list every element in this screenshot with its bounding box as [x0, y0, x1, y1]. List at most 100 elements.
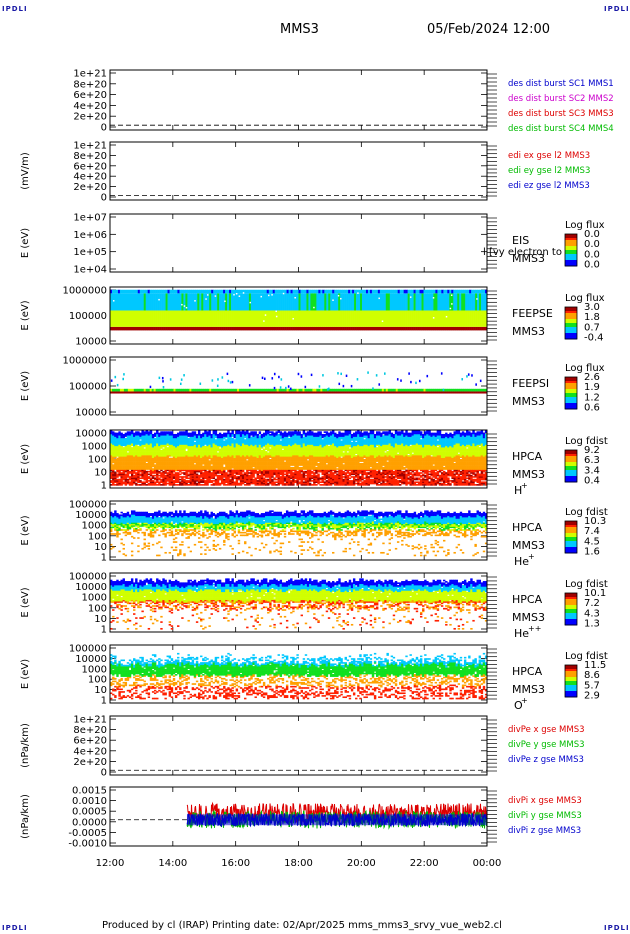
spectrogram-cell — [279, 460, 283, 462]
spectrogram-cell — [206, 453, 209, 456]
spectrogram-cell — [271, 456, 274, 458]
spectrogram-cell — [241, 476, 245, 478]
colorbar-tick-label: 0.7 — [584, 322, 600, 333]
spectrogram-cell — [175, 388, 178, 392]
spectrogram-cell — [133, 480, 136, 482]
spectrogram-cell — [177, 436, 180, 439]
spectrogram-cell — [177, 310, 180, 327]
spectrogram-cell — [177, 474, 180, 477]
spectrogram-cell — [237, 439, 241, 441]
spectrogram-cell — [225, 391, 228, 394]
spectrogram-cell — [135, 474, 138, 477]
spectrogram-cell — [126, 447, 130, 449]
spectrogram-cell — [212, 435, 216, 437]
colorbar-segment — [565, 250, 577, 253]
spectrogram-cell — [233, 464, 236, 466]
spectrogram-cell — [342, 293, 345, 311]
spectrogram-cell — [252, 482, 255, 485]
spectrogram-cell — [258, 437, 262, 440]
colorbar-segment — [565, 329, 577, 332]
spectrogram-cell — [143, 293, 147, 311]
spectrogram-cell — [137, 449, 140, 452]
spectrogram-cell — [354, 326, 357, 331]
spectrogram-cell — [162, 457, 165, 460]
spectrogram-cell — [231, 293, 234, 311]
spectrogram-cell — [114, 472, 117, 474]
spectrogram-cell — [137, 435, 140, 437]
spectrogram-cell — [179, 437, 182, 440]
spectrogram-cell — [156, 462, 159, 465]
spectrogram-cell — [264, 433, 268, 436]
spectrogram-cell — [183, 459, 186, 461]
spectrogram-cell — [162, 481, 165, 484]
spectrogram-cell — [126, 462, 130, 465]
spectrogram-cell — [244, 431, 247, 433]
spectrogram-cell — [143, 437, 146, 440]
spectrogram-cell — [156, 452, 159, 455]
spectrogram-cell — [463, 391, 466, 394]
spectrogram-cell — [166, 432, 169, 435]
spectrogram-cell — [187, 453, 190, 456]
spectrogram-cell — [267, 461, 270, 464]
spectrogram-cell — [156, 455, 159, 457]
spectrogram-cell — [264, 465, 268, 468]
spectrogram-cell — [290, 432, 293, 435]
spectrogram-cell — [151, 464, 155, 466]
spectrogram-cell — [342, 310, 345, 327]
spectrogram-cell — [292, 447, 295, 449]
spectrogram-cell — [168, 459, 172, 461]
spectrogram-cell — [279, 455, 283, 457]
spectrogram-cell — [114, 448, 117, 451]
spectrogram-cell — [254, 433, 257, 436]
spectrogram-cell — [260, 468, 264, 470]
spectrogram-cell — [175, 289, 178, 294]
spectrogram-cell — [183, 436, 186, 439]
spectrogram-cell — [281, 436, 285, 439]
spectrogram-cell — [191, 465, 195, 468]
spectrogram-cell — [193, 466, 197, 469]
spectrogram-cell — [269, 444, 272, 447]
spectrogram-cell — [193, 439, 197, 441]
spectrogram-cell — [258, 388, 262, 392]
spectrogram-cell — [214, 459, 218, 461]
spectrogram-cell — [322, 310, 325, 327]
spectrogram-cell — [237, 482, 241, 485]
spectrogram-cell — [218, 440, 222, 443]
spectrogram-cell — [173, 310, 176, 327]
colorbar-segment — [565, 335, 577, 338]
spectrogram-cell — [204, 441, 207, 444]
spectrogram-speck — [445, 315, 448, 318]
spectrogram-cell — [149, 444, 153, 447]
spectrogram-cell — [285, 449, 289, 452]
spectrogram-cell — [147, 289, 150, 294]
spectrogram-cell — [223, 310, 226, 327]
spectrogram-cell — [290, 469, 293, 472]
spectrogram-cell — [223, 476, 226, 478]
spectrogram-cell — [116, 440, 119, 443]
spectrogram-cell — [202, 435, 205, 437]
spectrogram-cell — [279, 431, 283, 433]
spectrogram-cell — [250, 470, 253, 473]
spectrogram-cell — [149, 477, 153, 480]
spectrogram-cell — [155, 293, 158, 311]
spectrogram-cell — [244, 477, 247, 480]
spectrogram-cell — [168, 472, 172, 474]
spectrogram-cell — [273, 433, 276, 436]
spectrogram-cell — [183, 457, 186, 460]
spectrogram-cell — [208, 432, 211, 435]
spectrogram-cell — [133, 447, 136, 449]
spectrogram-cell — [110, 469, 113, 472]
spectrogram-cell — [137, 289, 141, 294]
spectrogram-cell — [189, 447, 192, 449]
spectrogram-cell — [204, 452, 207, 455]
spectrogram-cell — [141, 452, 144, 455]
spectrogram-cell — [212, 452, 216, 455]
spectrogram-cell — [179, 439, 182, 441]
spectrogram-cell — [202, 445, 205, 448]
spectrogram-cell — [135, 464, 138, 466]
spectrogram-cell — [187, 452, 190, 455]
spectrogram-cell — [214, 432, 218, 435]
spectrogram-cell — [202, 481, 205, 484]
spectrogram-cell — [166, 472, 169, 474]
spectrogram-cell — [267, 443, 270, 445]
